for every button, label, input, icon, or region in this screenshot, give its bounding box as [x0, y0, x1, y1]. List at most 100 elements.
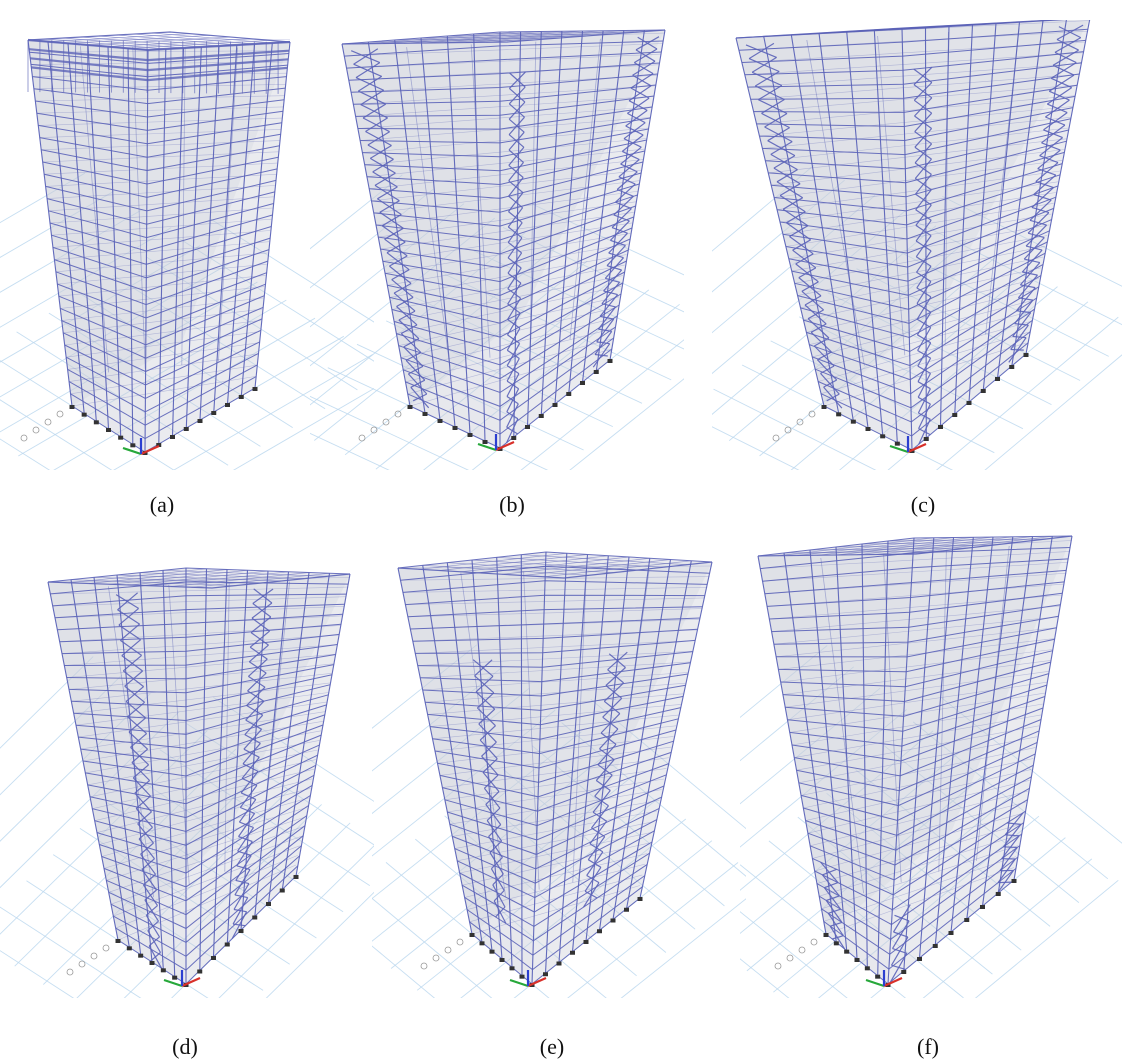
support-node: [172, 976, 177, 980]
support-node: [252, 916, 257, 920]
support-node: [82, 413, 87, 417]
ghost-node: [775, 963, 781, 969]
ghost-node: [91, 953, 97, 959]
support-node: [967, 401, 972, 405]
ghost-node: [811, 939, 817, 945]
support-node: [557, 962, 562, 966]
ghost-node: [67, 969, 73, 975]
support-node: [866, 427, 871, 431]
ghost-node: [787, 955, 793, 961]
support-node: [570, 951, 575, 955]
caption-b: (b): [452, 492, 572, 518]
support-node: [116, 939, 121, 943]
support-node: [184, 427, 189, 431]
frame-drawing-f: [740, 528, 1122, 998]
support-node: [280, 889, 285, 893]
building-model-b: [310, 20, 684, 470]
support-node: [480, 941, 485, 945]
brace-line: [1011, 350, 1024, 351]
support-node: [490, 950, 495, 954]
building-model-c: [712, 20, 1122, 470]
ghost-node: [79, 961, 85, 967]
ghost-node: [57, 411, 63, 417]
support-node: [161, 968, 166, 972]
ghost-node: [799, 947, 805, 953]
axis-y-arrow: [123, 448, 141, 454]
axis-y-arrow: [510, 980, 528, 986]
support-node: [608, 359, 613, 363]
brace-line: [1004, 847, 1018, 848]
support-node: [995, 377, 1000, 381]
support-node: [510, 966, 515, 970]
support-node: [197, 970, 202, 974]
support-node: [453, 426, 458, 430]
support-node: [624, 908, 629, 912]
axis-y-arrow: [164, 980, 182, 986]
support-node: [198, 419, 203, 423]
ghost-node: [21, 435, 27, 441]
support-node: [865, 966, 870, 970]
support-node: [553, 403, 558, 407]
support-node: [468, 433, 473, 437]
support-node: [981, 389, 986, 393]
support-node: [566, 392, 571, 396]
support-node: [964, 918, 969, 922]
axis-y-arrow: [866, 980, 884, 986]
support-node: [253, 387, 258, 391]
support-node: [822, 405, 827, 409]
support-node: [1012, 879, 1017, 883]
support-node: [933, 944, 938, 948]
support-node: [880, 434, 885, 438]
support-node: [539, 414, 544, 418]
support-node: [952, 413, 957, 417]
support-node: [438, 419, 443, 423]
support-node: [844, 950, 849, 954]
caption-d: (d): [125, 1034, 245, 1060]
support-node: [597, 929, 602, 933]
support-node: [225, 943, 230, 947]
support-node: [525, 425, 530, 429]
building-model-d: [0, 548, 374, 998]
caption-a: (a): [102, 492, 222, 518]
support-node: [150, 961, 155, 965]
support-node: [520, 975, 525, 979]
support-node: [170, 435, 175, 439]
support-node: [949, 931, 954, 935]
support-node: [225, 403, 230, 407]
support-node: [408, 405, 413, 409]
support-node: [901, 970, 906, 974]
ghost-node: [773, 435, 779, 441]
support-node: [996, 892, 1001, 896]
support-node: [836, 412, 841, 416]
support-node: [580, 381, 585, 385]
frame-drawing-d: [0, 548, 374, 998]
support-node: [938, 425, 943, 429]
support-node: [138, 954, 143, 958]
support-node: [500, 958, 505, 962]
support-node: [118, 436, 123, 440]
support-node: [130, 443, 135, 447]
support-node: [834, 941, 839, 945]
building-model-e: [372, 548, 746, 998]
building-model-f: [740, 528, 1122, 998]
brace-line: [998, 882, 1011, 883]
support-node: [423, 412, 428, 416]
support-node: [266, 902, 271, 906]
support-node: [851, 420, 856, 424]
left-face: [48, 568, 186, 984]
column-line: [521, 555, 522, 976]
support-node: [483, 440, 488, 444]
support-node: [584, 940, 589, 944]
support-node: [638, 897, 643, 901]
support-node: [594, 370, 599, 374]
caption-e: (e): [492, 1034, 612, 1060]
support-node: [470, 933, 475, 937]
support-node: [824, 933, 829, 937]
support-node: [211, 411, 216, 415]
support-node: [611, 919, 616, 923]
support-node: [239, 929, 244, 933]
support-node: [211, 956, 216, 960]
ghost-node: [359, 435, 365, 441]
ghost-node: [433, 955, 439, 961]
support-node: [980, 905, 985, 909]
